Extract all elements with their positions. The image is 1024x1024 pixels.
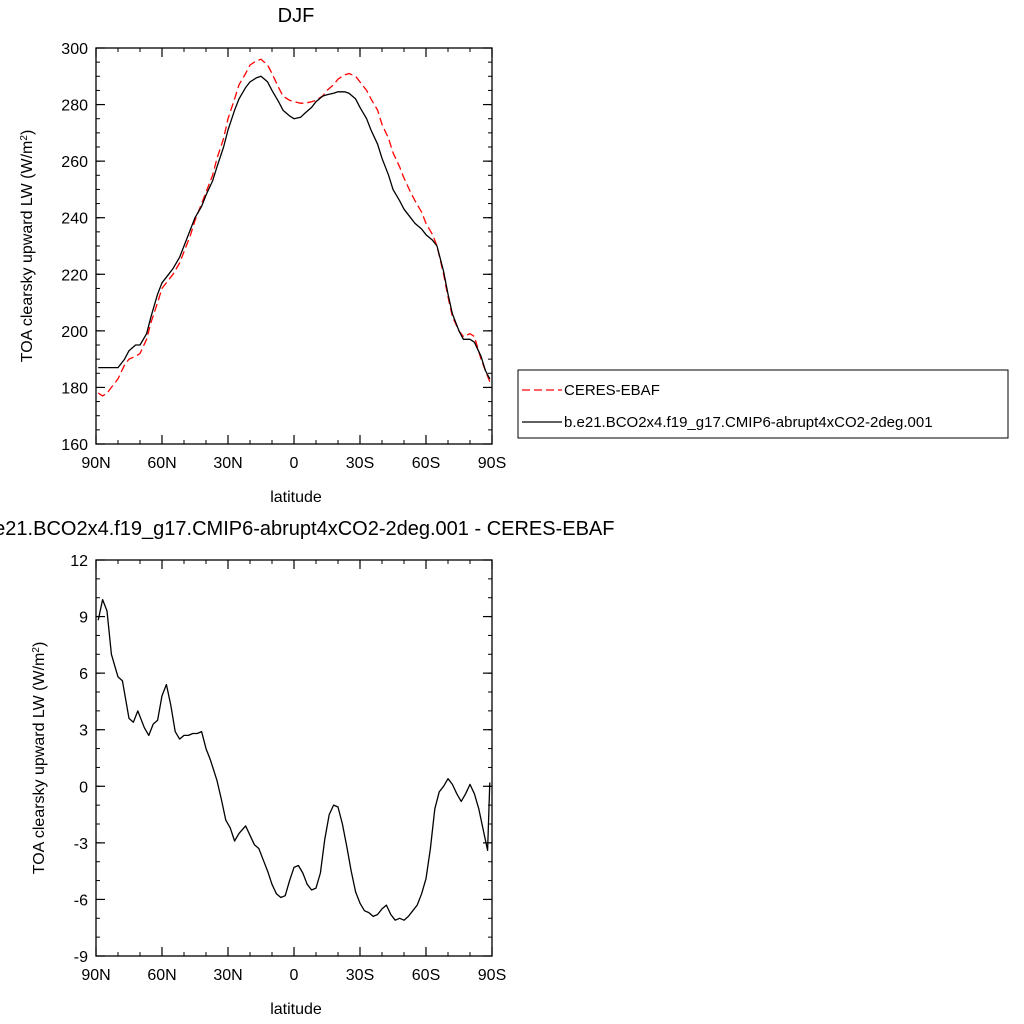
panel2-ylabel: TOA clearsky upward LW (W/m2) bbox=[31, 642, 49, 875]
panel1-ylabel: TOA clearsky upward LW (W/m2) bbox=[19, 130, 37, 363]
y-tick-label: 160 bbox=[61, 437, 88, 454]
panel1-series bbox=[97, 58, 491, 397]
legend-ceres-label: CERES-EBAF bbox=[564, 382, 660, 399]
legend-model-label: b.e21.BCO2x4.f19_g17.CMIP6-abrupt4xCO2-2… bbox=[564, 414, 933, 431]
y-tick-label: 260 bbox=[61, 154, 88, 171]
model-line-panel1 bbox=[98, 75, 491, 380]
x-tick-label: 0 bbox=[290, 455, 299, 472]
ceres-ebaf-line-panel1 bbox=[97, 58, 491, 397]
legend: CERES-EBAF b.e21.BCO2x4.f19_g17.CMIP6-ab… bbox=[517, 369, 1009, 439]
panel1-ticks: 90N 60N 30N 0 30S 60S 90S 160 180 200 220 240 260 280… bbox=[61, 41, 506, 472]
y-tick-label: 300 bbox=[61, 41, 88, 58]
x-tick-label: 90S bbox=[478, 967, 506, 984]
x-tick-label: 30S bbox=[346, 455, 374, 472]
y-tick-label: 240 bbox=[61, 211, 88, 228]
y-tick-label: 3 bbox=[79, 723, 88, 740]
x-tick-label: 30S bbox=[346, 967, 374, 984]
y-tick-label: 180 bbox=[61, 380, 88, 397]
x-tick-label: 90N bbox=[81, 455, 110, 472]
panel1-xlabel: latitude bbox=[270, 489, 322, 506]
y-tick-label: -3 bbox=[74, 836, 88, 853]
panel2-title: b.e21.BCO2x4.f19_g17.CMIP6-abrupt4xCO2-2… bbox=[0, 518, 615, 540]
y-tick-label: -6 bbox=[74, 892, 88, 909]
y-tick-label: 220 bbox=[61, 267, 88, 284]
x-tick-label: 60S bbox=[412, 455, 440, 472]
y-tick-label: 6 bbox=[79, 666, 88, 683]
y-tick-label: -9 bbox=[74, 949, 88, 966]
x-tick-label: 30N bbox=[213, 967, 242, 984]
y-tick-label: 9 bbox=[79, 610, 88, 627]
x-tick-label: 60N bbox=[147, 967, 176, 984]
y-tick-label: 200 bbox=[61, 324, 88, 341]
x-tick-label: 0 bbox=[290, 967, 299, 984]
x-tick-label: 90N bbox=[81, 967, 110, 984]
panel1-title: DJF bbox=[278, 5, 315, 27]
x-tick-label: 30N bbox=[213, 455, 242, 472]
panel2-series bbox=[97, 598, 491, 921]
panel2-ticks: 90N 60N 30N 0 30S 60S 90S -9 -6 -3 0 3 6 9 12 bbox=[70, 553, 506, 984]
x-tick-label: 90S bbox=[478, 455, 506, 472]
y-tick-label: 12 bbox=[70, 553, 88, 570]
panel2-xlabel: latitude bbox=[270, 1001, 322, 1018]
climatology-panel: DJF 90N 60N 30N 0 30S 60S 90S 160 180 200 220 240 26… bbox=[19, 5, 507, 506]
model-line-panel2 bbox=[97, 598, 491, 921]
legend-box bbox=[517, 369, 1009, 439]
panel2-frame bbox=[95, 559, 493, 957]
y-tick-label: 0 bbox=[79, 779, 88, 796]
x-tick-label: 60N bbox=[147, 455, 176, 472]
x-tick-label: 60S bbox=[412, 967, 440, 984]
difference-panel: b.e21.BCO2x4.f19_g17.CMIP6-abrupt4xCO2-2… bbox=[0, 518, 615, 1018]
y-tick-label: 280 bbox=[61, 98, 88, 115]
panel1-frame bbox=[95, 47, 493, 445]
